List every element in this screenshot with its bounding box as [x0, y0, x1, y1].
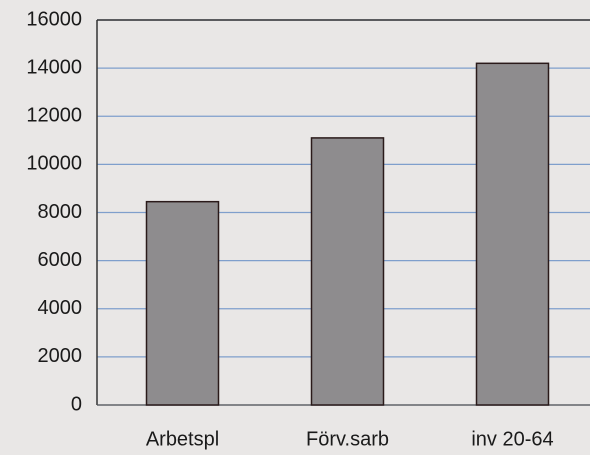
y-tick-label: 16000 [26, 8, 82, 30]
bar [145, 200, 220, 406]
x-tick-label: Förv.sarb [306, 428, 389, 450]
y-tick-label: 4000 [38, 297, 83, 319]
y-tick-label: 14000 [26, 56, 82, 78]
x-tick-label: Arbetspl [146, 428, 219, 450]
x-tick-label: inv 20-64 [471, 428, 553, 450]
y-tick-label: 8000 [38, 201, 83, 223]
bar [475, 62, 550, 406]
bar [310, 137, 385, 406]
y-tick-label: 2000 [38, 345, 83, 367]
y-tick-label: 0 [71, 393, 82, 415]
y-tick-label: 10000 [26, 153, 82, 175]
y-tick-label: 6000 [38, 249, 83, 271]
y-tick-label: 12000 [26, 105, 82, 127]
